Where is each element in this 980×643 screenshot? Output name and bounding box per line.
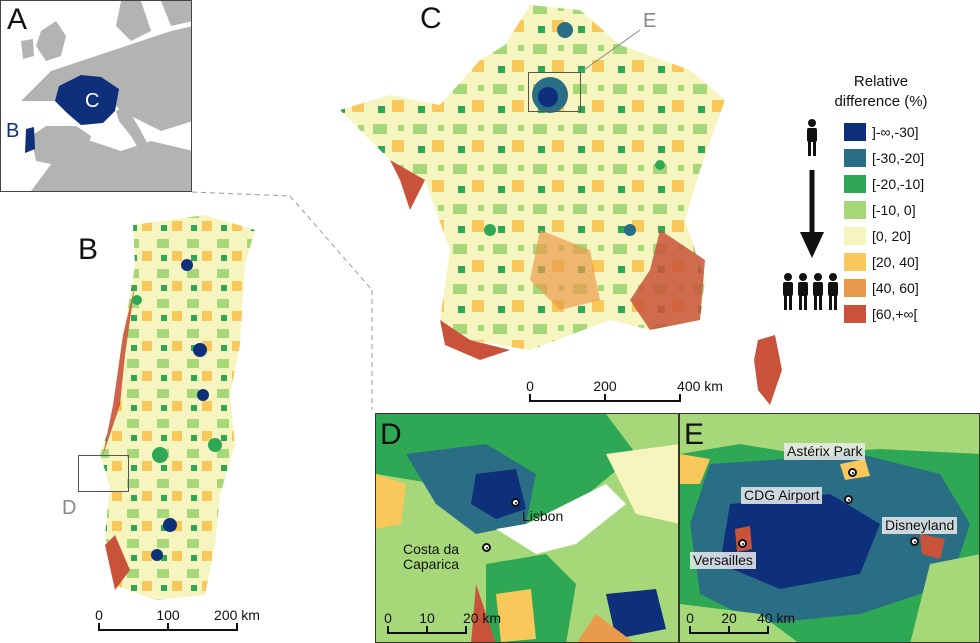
legend-title: Relative difference (%) — [816, 72, 946, 111]
versailles-label: Versailles — [690, 552, 756, 570]
legend-label: [40, 60] — [872, 280, 919, 296]
lisbon-map — [376, 414, 678, 642]
panel-e-scale: 0 20 40 km — [686, 610, 795, 636]
asterix-park-label: Astérix Park — [784, 443, 866, 461]
panel-e: E Astérix Park CDG Airport Disneyland Ve… — [679, 413, 980, 643]
scale-label: 0 — [526, 378, 534, 394]
legend-item: [60,+∞[ — [844, 304, 917, 324]
panel-b-zoom-box — [78, 455, 129, 492]
legend-item: [-10, 0] — [844, 200, 916, 220]
group-people-icon — [783, 273, 838, 310]
asterix-park-marker — [848, 468, 857, 477]
legend-label: [-30,-20] — [872, 150, 925, 166]
france-map — [340, 5, 782, 405]
panel-d-letter: D — [380, 418, 402, 451]
legend-item: [-30,-20] — [844, 148, 924, 168]
inset-label-b: B — [6, 120, 20, 142]
panel-c-box-label: E — [643, 10, 657, 32]
legend-label: [0, 20] — [872, 228, 911, 244]
panel-a-letter: A — [7, 3, 28, 36]
scale-label: 200 km — [214, 607, 260, 623]
scale-label: 0 — [95, 607, 103, 623]
panel-c-zoom-box — [528, 72, 581, 112]
scale-label: 10 — [419, 610, 435, 626]
europe-map — [21, 1, 191, 191]
legend-label: [20, 40] — [872, 254, 919, 270]
legend-label: ]-∞,-30] — [872, 124, 919, 140]
scale-label: 0 — [686, 610, 694, 626]
panel-e-letter: E — [684, 418, 705, 451]
panel-a: A B C — [0, 0, 192, 192]
inset-label-c: C — [85, 90, 100, 112]
legend-swatch — [844, 123, 866, 141]
legend-label: [60,+∞[ — [872, 306, 918, 322]
disneyland-marker — [910, 537, 919, 546]
legend-item: [40, 60] — [844, 278, 919, 298]
legend-item: [20, 40] — [844, 252, 919, 272]
legend-swatch — [844, 201, 866, 219]
panel-b-scale: 0 100 200 km — [95, 607, 260, 633]
cdg-airport-marker — [844, 495, 853, 504]
scale-label: 20 — [721, 610, 737, 626]
legend-swatch — [844, 253, 866, 271]
panel-b-letter: B — [78, 233, 99, 266]
legend-item: [-20,-10] — [844, 174, 924, 194]
costa-da-caparica-marker — [482, 543, 491, 552]
legend-title-line2: difference (%) — [834, 92, 928, 110]
scale-label: 0 — [384, 610, 392, 626]
versailles-marker — [738, 539, 747, 548]
scale-label: 100 — [156, 607, 180, 623]
panel-d-scale: 0 10 20 km — [384, 610, 501, 636]
legend-item: [0, 20] — [844, 226, 911, 246]
disneyland-label: Disneyland — [882, 517, 958, 535]
portugal-map — [100, 215, 255, 600]
legend-item: ]-∞,-30] — [844, 122, 919, 142]
legend-swatch — [844, 305, 866, 323]
costa-da-caparica-label: Costa da Caparica — [403, 541, 460, 573]
down-arrow-icon — [800, 170, 824, 258]
cdg-airport-label: CDG Airport — [741, 487, 823, 505]
panel-d: D Lisbon Costa da Caparica 0 10 20 km — [375, 413, 679, 643]
scale-label: 40 km — [756, 610, 796, 626]
legend-label: [-20,-10] — [872, 176, 925, 192]
lisbon-label: Lisbon — [522, 508, 564, 524]
legend-swatch — [844, 279, 866, 297]
panel-b-box-label: D — [62, 497, 77, 519]
scale-label: 20 km — [462, 610, 502, 626]
lisbon-marker — [511, 498, 520, 507]
legend-swatch — [844, 149, 866, 167]
panel-c-letter: C — [420, 2, 442, 35]
single-person-icon — [807, 119, 817, 156]
legend-label: [-10, 0] — [872, 202, 916, 218]
legend-swatch — [844, 227, 866, 245]
scale-label: 400 km — [677, 378, 723, 394]
legend-swatch — [844, 175, 866, 193]
scale-label: 200 — [593, 378, 617, 394]
legend-title-line1: Relative — [853, 73, 909, 90]
panel-c-scale: 0 200 400 km — [526, 378, 723, 404]
